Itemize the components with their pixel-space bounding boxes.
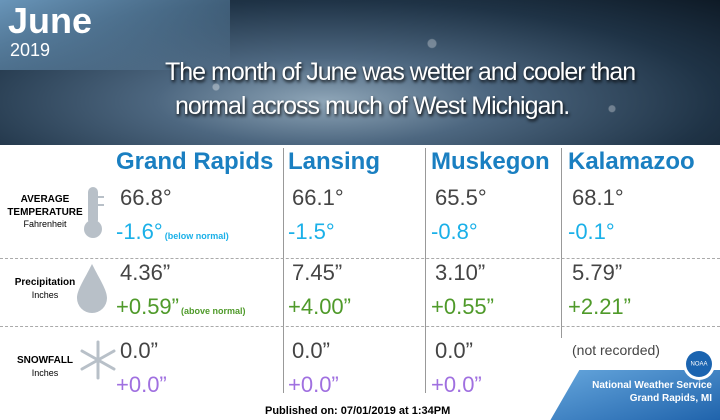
departure: -1.6° [116, 219, 163, 244]
value: (not recorded) [572, 342, 660, 358]
departure: +2.21” [568, 294, 631, 319]
value: 4.36” [120, 260, 171, 285]
snowflake-icon [80, 340, 116, 380]
value: 0.0” [435, 338, 473, 363]
noaa-logo: NOAA [683, 348, 715, 380]
month: June [8, 0, 93, 41]
row-unit: Inches [31, 290, 59, 300]
logo-text: NOAA [690, 362, 707, 368]
departure-note: (below normal) [164, 231, 229, 241]
value: 5.79” [572, 260, 623, 285]
value: 68.1° [572, 185, 624, 210]
departure: +0.59” [116, 294, 179, 319]
drop-icon [77, 264, 107, 313]
departure: +0.0” [288, 372, 339, 397]
value: 0.0” [292, 338, 330, 363]
value: 66.8° [120, 185, 172, 210]
departure: +0.0” [431, 372, 482, 397]
row-label: AVERAGE [20, 194, 70, 205]
row-unit: Fahrenheit [23, 219, 67, 229]
divider [561, 148, 562, 338]
divider [283, 148, 284, 393]
row-label: TEMPERATURE [7, 207, 83, 218]
departure: -1.5° [288, 219, 335, 244]
row-label: SNOWFALL [16, 355, 74, 366]
row-label: Precipitation [14, 277, 76, 288]
agency: National Weather Service [592, 380, 712, 391]
city-header: Grand Rapids [116, 148, 274, 175]
departure: -0.8° [431, 219, 478, 244]
year: 2019 [10, 40, 51, 60]
headline: normal across much of West Michigan. [175, 92, 570, 120]
departure: +0.55” [431, 294, 494, 319]
departure: +0.0” [116, 372, 167, 397]
headline: The month of June was wetter and cooler … [165, 58, 636, 86]
value: 3.10” [435, 260, 486, 285]
city-header: Muskegon [431, 148, 550, 175]
divider [425, 148, 426, 393]
row-unit: Inches [31, 368, 59, 378]
departure: -0.1° [568, 219, 615, 244]
value: 66.1° [292, 185, 344, 210]
departure-note: (above normal) [181, 306, 246, 316]
title-band [0, 0, 230, 70]
row-divider [0, 326, 720, 327]
published: Published on: 07/01/2019 at 1:34PM [265, 405, 451, 417]
value: 0.0” [120, 338, 158, 363]
value: 7.45” [292, 260, 343, 285]
city-header: Lansing [288, 148, 381, 175]
thermometer-icon [84, 187, 104, 238]
departure: +4.00” [288, 294, 351, 319]
row-divider [0, 258, 720, 259]
city-header: Kalamazoo [568, 148, 695, 175]
value: 65.5° [435, 185, 487, 210]
office: Grand Rapids, MI [629, 393, 712, 404]
